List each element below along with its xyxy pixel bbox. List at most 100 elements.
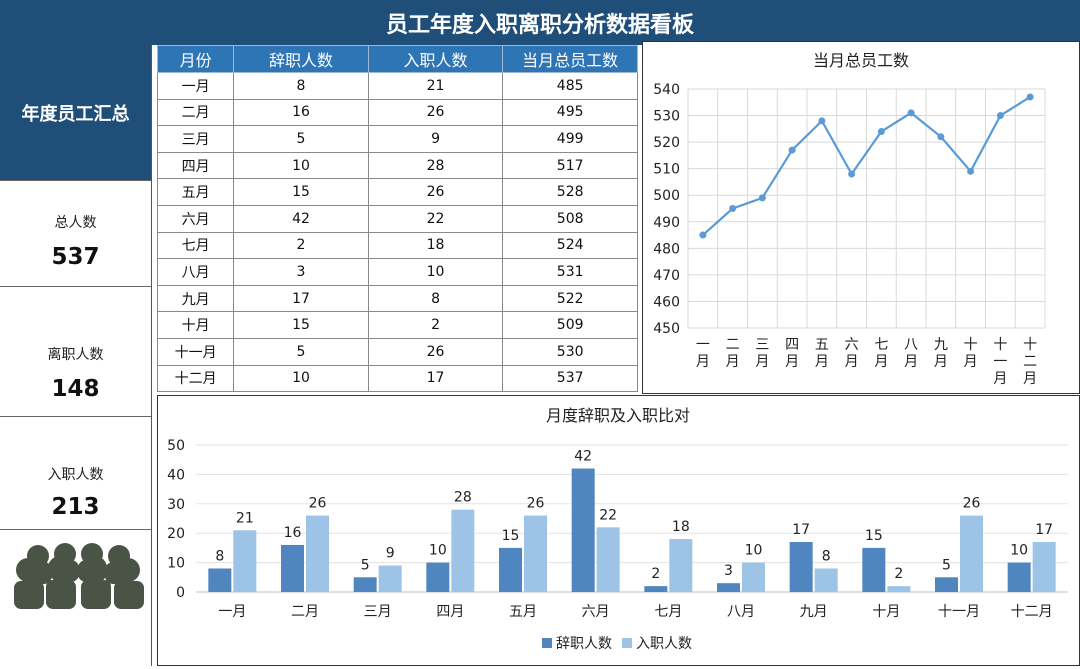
y-tick-label: 450: [653, 321, 680, 337]
hired-value: 213: [51, 494, 100, 520]
data-label: 26: [309, 496, 327, 512]
bar: [571, 468, 595, 592]
data-point: [699, 231, 707, 239]
y-tick-label: 470: [653, 268, 680, 284]
y-tick-label: 10: [167, 556, 185, 572]
table-cell: 5: [233, 125, 369, 153]
data-label: 42: [574, 449, 592, 465]
table-cell: 530: [502, 337, 638, 366]
column-header: 入职人数: [367, 45, 504, 73]
table-cell: 517: [502, 151, 638, 180]
x-tick-label: 二月: [726, 337, 740, 370]
table-cell: 七月: [156, 231, 235, 260]
table-row: 三月 5 9 499: [156, 125, 638, 153]
data-point: [967, 167, 975, 175]
x-tick-label: 十一月: [938, 604, 980, 620]
legend-swatch: [542, 638, 552, 648]
x-tick-label: 十月: [872, 604, 900, 620]
hired-card: 入职人数 213: [0, 416, 151, 530]
bar: [281, 544, 304, 592]
table-cell: 499: [502, 125, 638, 153]
data-point: [996, 112, 1004, 120]
bar: [789, 542, 813, 592]
table-row: 七月 2 18 524: [156, 231, 638, 260]
table-cell: 十月: [156, 311, 235, 339]
table-cell: 16: [233, 98, 369, 127]
data-label: 17: [792, 522, 810, 538]
data-point: [848, 170, 856, 178]
bar: [596, 527, 620, 592]
data-label: 15: [865, 528, 883, 544]
series-line: [702, 96, 1031, 236]
x-tick-label: 五月: [815, 337, 829, 370]
data-point: [729, 205, 737, 212]
line-chart-svg: 当月总员工数 450 460 470 480 490 500 510 520 530 540 一月二月…: [653, 51, 1046, 387]
table-cell: 15: [233, 311, 369, 339]
table-cell: 28: [367, 151, 504, 180]
y-tick-label: 510: [653, 162, 680, 178]
x-tick-label: 十月: [964, 337, 978, 370]
table-cell: 18: [367, 231, 504, 260]
table-cell: 537: [502, 364, 638, 393]
table-cell: 9: [367, 125, 504, 153]
table-cell: 五月: [156, 178, 235, 206]
table-cell: 26: [367, 337, 504, 366]
table-cell: 十一月: [156, 337, 235, 366]
bar: [717, 583, 740, 592]
data-label: 28: [454, 490, 472, 506]
data-label: 26: [963, 496, 981, 512]
data-label: 2: [651, 566, 660, 582]
data-label: 10: [1010, 543, 1028, 559]
table-cell: 八月: [156, 258, 235, 286]
x-tick-label: 三月: [755, 337, 769, 370]
column-header: 当月总员工数: [502, 45, 638, 73]
table-cell: 10: [233, 364, 369, 393]
summary-header: 年度员工汇总: [0, 45, 151, 180]
data-point: [877, 127, 885, 135]
data-point: [1026, 93, 1034, 101]
total-employees-value: 537: [51, 244, 100, 270]
total-employees-line-chart: 当月总员工数 450 460 470 480 490 500 510 520 530 540 一月 二月…: [642, 41, 1080, 394]
data-label: 26: [527, 496, 545, 512]
x-tick-label: 二月: [291, 604, 319, 620]
bar: [742, 562, 765, 592]
table-cell: 531: [502, 258, 638, 286]
table-row: 六月 42 22 508: [156, 204, 638, 233]
bar: [814, 568, 838, 592]
hired-label: 入职人数: [47, 467, 104, 483]
data-label: 5: [942, 557, 951, 573]
bar: [378, 565, 402, 592]
table-cell: 26: [367, 98, 504, 127]
table-cell: 8: [367, 284, 504, 313]
x-tick-label: 四月: [785, 337, 799, 370]
x-tick-label: 十一月: [993, 337, 1007, 387]
bar: [208, 568, 232, 592]
y-tick-label: 50: [167, 438, 185, 454]
table-header-row: 月份 辞职人数 入职人数 当月总员工数: [156, 45, 638, 73]
data-label: 15: [502, 528, 520, 544]
table-cell: 21: [367, 72, 504, 100]
x-tick-label: 六月: [845, 337, 859, 370]
column-header: 辞职人数: [233, 45, 369, 73]
resigned-card: 离职人数 148: [0, 286, 151, 417]
legend-label: 入职人数: [636, 636, 692, 652]
x-tick-label: 十二月: [1023, 337, 1037, 387]
data-label: 2: [894, 566, 903, 582]
y-tick-label: 490: [653, 215, 680, 231]
table-cell: 三月: [156, 125, 235, 153]
legend-label: 辞职人数: [556, 636, 612, 652]
x-tick-label: 四月: [436, 604, 464, 620]
bar: [960, 515, 983, 592]
data-label: 8: [215, 548, 224, 564]
table-cell: 524: [502, 231, 638, 260]
table-cell: 10: [233, 151, 369, 180]
table-row: 四月 10 28 517: [156, 151, 638, 180]
legend-swatch: [622, 638, 632, 648]
table-cell: 509: [502, 311, 638, 339]
table-cell: 42: [233, 204, 369, 233]
table-cell: 485: [502, 72, 638, 100]
data-label: 10: [429, 543, 447, 559]
table-cell: 528: [502, 178, 638, 206]
x-tick-label: 十二月: [1011, 604, 1053, 620]
table-cell: 15: [233, 178, 369, 206]
